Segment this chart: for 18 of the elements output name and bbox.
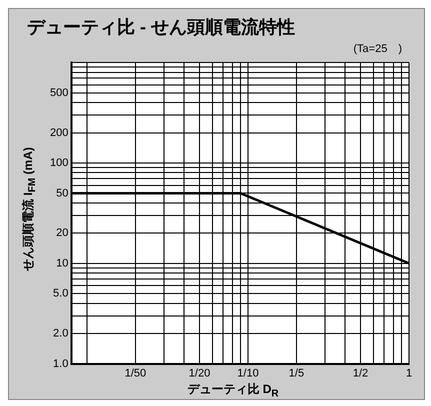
y-tick-label: 2.0 [53, 328, 68, 340]
y-tick-label: 200 [50, 126, 68, 139]
x-tick-label: 1/50 [124, 367, 146, 380]
y-tick-label: 500 [50, 86, 68, 99]
y-tick-label: 20 [56, 227, 68, 240]
y-tick-label: 10 [56, 257, 68, 270]
x-tick-label: 1/5 [288, 367, 304, 380]
text: (Ta=25 ) [353, 42, 402, 56]
x-axis-title: デューティ比 D$_{R}$ [186, 381, 280, 400]
y-tick-label: 1.0 [53, 358, 68, 370]
chart-title: デューティ比 - せん頭順電流特性 [27, 16, 295, 39]
x-tick-label: 1/2 [352, 367, 368, 380]
x-tick-label: 1/20 [188, 367, 210, 380]
y-tick-label: 100 [50, 157, 68, 170]
y-tick-label: 5.0 [53, 288, 68, 300]
x-tick-label: 1/10 [237, 367, 259, 380]
y-tick-label: 50 [56, 187, 68, 200]
x-tick-label: 1 [406, 367, 412, 380]
